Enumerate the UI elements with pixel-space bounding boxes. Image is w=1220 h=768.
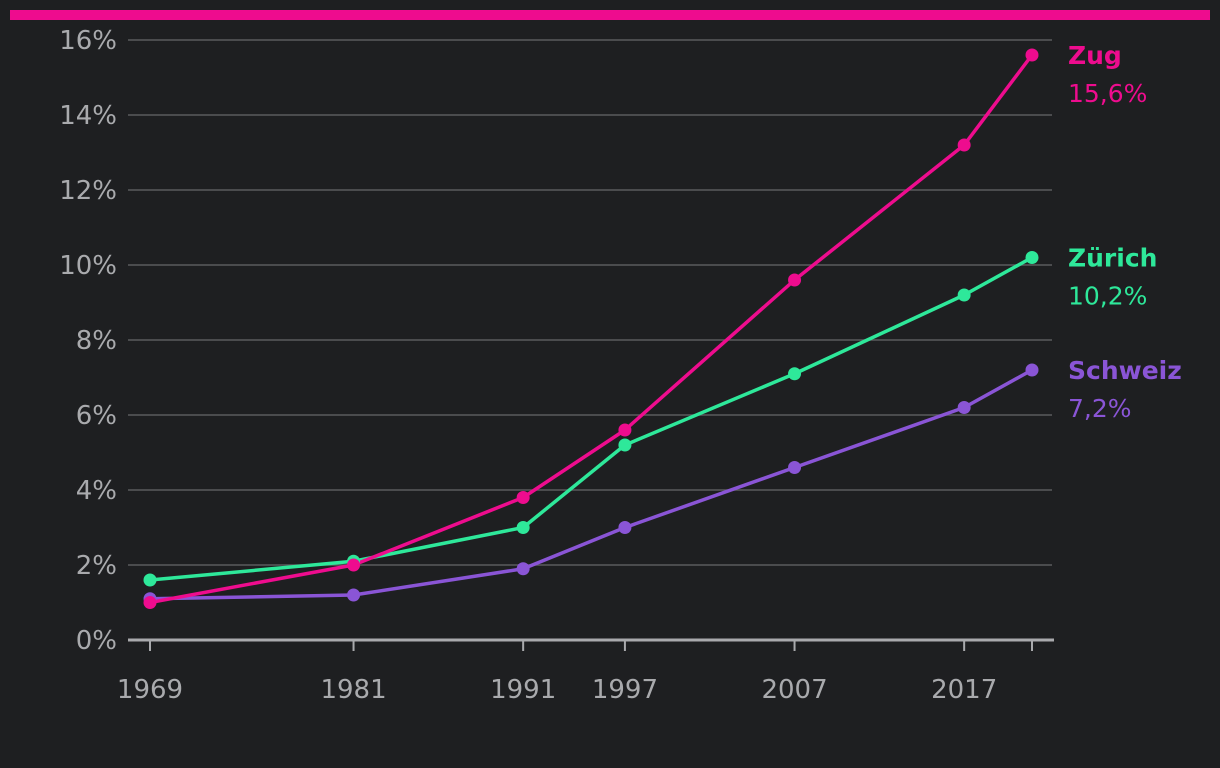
- data-point-zug: [788, 273, 802, 287]
- y-tick-label: 0%: [76, 626, 117, 656]
- series-points: [143, 48, 1039, 609]
- x-tick-label: 1997: [592, 675, 658, 705]
- series-name-zug: Zug: [1068, 41, 1122, 70]
- x-axis-tick-labels: 1969 1981 1991 1997 2007 2017: [117, 675, 997, 705]
- data-point-zug: [347, 558, 361, 572]
- data-point-schweiz: [788, 461, 802, 474]
- data-point-schweiz: [347, 588, 361, 602]
- y-tick-label: 4%: [76, 476, 117, 506]
- x-tick-label: 1991: [490, 675, 556, 705]
- gridlines: [128, 39, 1052, 566]
- data-point-zug: [618, 423, 632, 437]
- series-lines: [148, 53, 1034, 605]
- x-tick-label: 2017: [931, 675, 997, 705]
- series-value-zug: 15,6%: [1068, 79, 1147, 108]
- y-tick-label: 14%: [59, 101, 117, 131]
- data-point-z-rich: [1025, 251, 1039, 264]
- series-value-z-rich: 10,2%: [1068, 282, 1147, 311]
- y-tick-label: 6%: [76, 401, 117, 431]
- y-tick-label: 2%: [76, 551, 117, 581]
- series-name-z-rich: Zürich: [1068, 244, 1157, 273]
- data-point-schweiz: [957, 401, 971, 414]
- y-tick-label: 12%: [59, 176, 117, 206]
- data-point-zug: [1025, 48, 1039, 62]
- series-end-labels: Zug 15,6% Zürich 10,2% Schweiz 7,2%: [1068, 41, 1182, 423]
- data-point-zug: [516, 491, 530, 504]
- data-point-z-rich: [618, 438, 632, 452]
- data-point-schweiz: [618, 521, 632, 534]
- y-axis-tick-labels: 0% 2% 4% 6% 8% 10% 12% 14% 16%: [59, 26, 117, 656]
- data-point-z-rich: [143, 573, 157, 587]
- y-tick-label: 10%: [59, 251, 117, 281]
- data-point-z-rich: [788, 367, 802, 381]
- top-accent-bar: [10, 10, 1210, 20]
- data-point-zug: [957, 138, 971, 152]
- x-tick-label: 1969: [117, 675, 183, 705]
- data-point-zug: [143, 596, 157, 609]
- series-value-schweiz: 7,2%: [1068, 394, 1132, 423]
- data-point-schweiz: [516, 562, 530, 576]
- series-line-z-rich: [148, 255, 1034, 582]
- axes: [128, 638, 1054, 651]
- data-point-schweiz: [1025, 363, 1039, 377]
- series-name-schweiz: Schweiz: [1068, 356, 1182, 385]
- data-point-z-rich: [957, 288, 971, 302]
- y-tick-label: 16%: [59, 26, 117, 56]
- x-tick-label: 2007: [761, 675, 827, 705]
- y-tick-label: 8%: [76, 326, 117, 356]
- data-point-z-rich: [516, 521, 530, 534]
- x-tick-label: 1981: [320, 675, 386, 705]
- series-line-zug: [148, 53, 1034, 605]
